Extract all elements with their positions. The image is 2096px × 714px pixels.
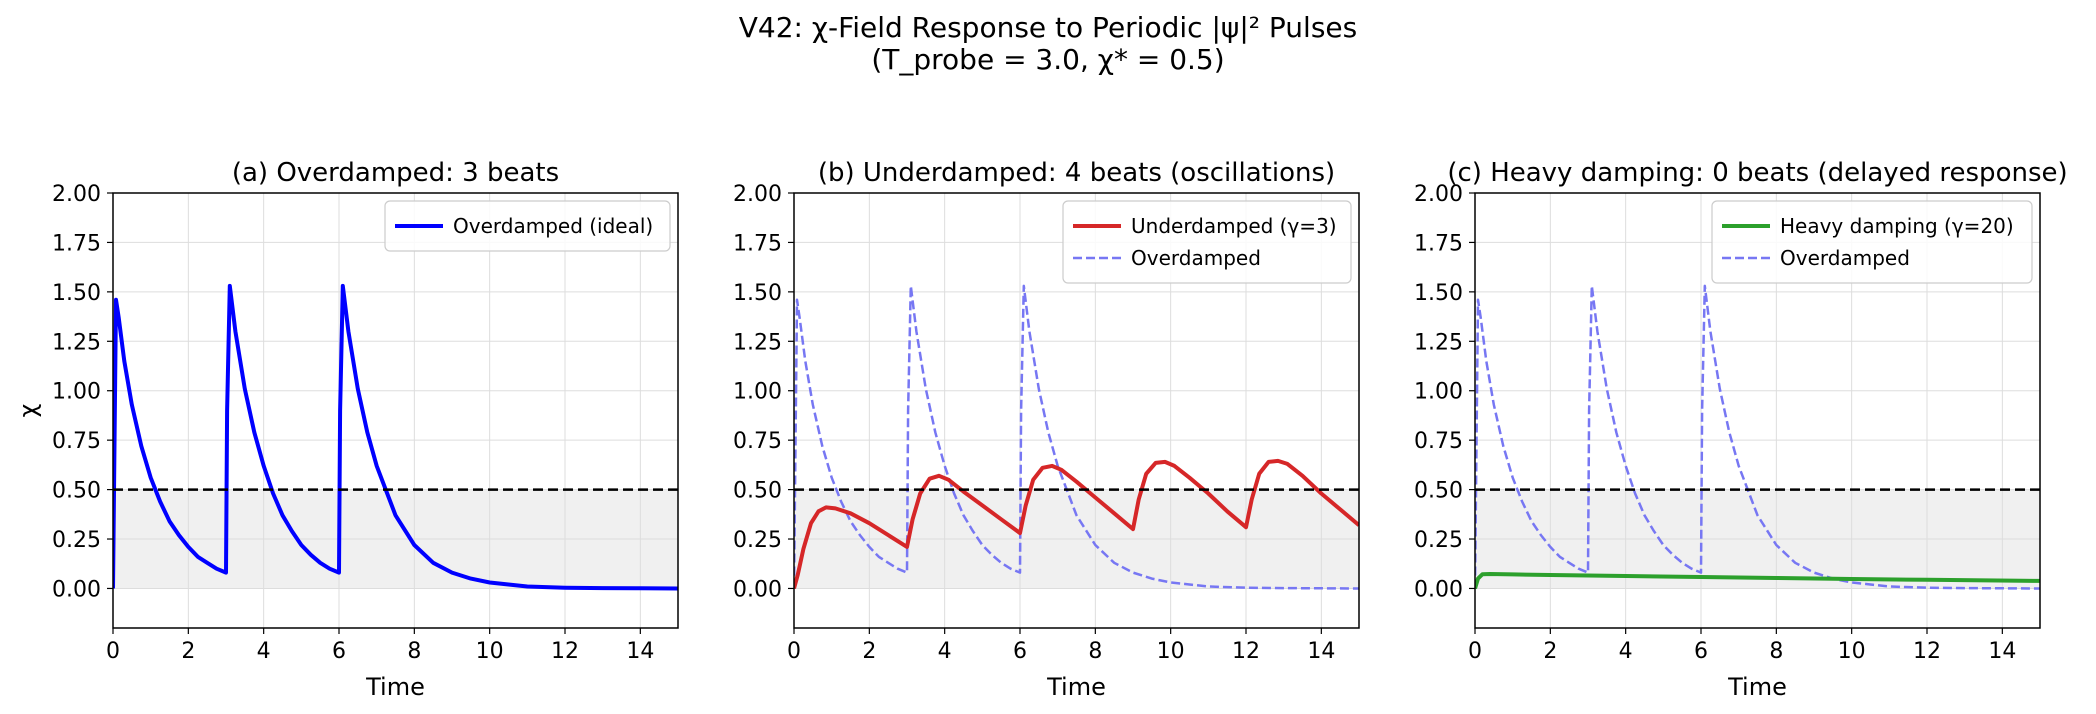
y-tick-label: 0.75 — [52, 429, 101, 454]
x-tick-label: 0 — [787, 639, 801, 664]
legend-box — [1062, 200, 1352, 284]
x-tick-label: 6 — [1694, 639, 1708, 664]
y-tick-label: 0.50 — [52, 479, 101, 504]
x-tick-label: 10 — [1838, 639, 1866, 664]
chart-title: (c) Heavy damping: 0 beats (delayed resp… — [1447, 158, 2067, 188]
y-tick-label: 0.00 — [733, 577, 782, 602]
y-tick-label: 1.00 — [52, 380, 101, 405]
y-tick-label: 1.50 — [52, 281, 101, 306]
chart-title: (b) Underdamped: 4 beats (oscillations) — [818, 158, 1335, 188]
axes-frame — [1474, 192, 2041, 629]
series-line-heavy-damping-20 — [1475, 572, 2040, 590]
axes-frame — [112, 192, 679, 629]
chart-panel-2: 0 2 4 6 8 10 12 14 0.00 0.25 0.50 0.75 1.00 1.25 1.50 1… — [733, 158, 1360, 701]
x-axis-label: Time — [365, 673, 425, 701]
series-line-overdamped — [794, 284, 1359, 590]
y-tick-label: 1.75 — [733, 231, 782, 256]
x-tick-label: 12 — [1232, 639, 1260, 664]
x-tick-label: 6 — [1013, 639, 1027, 664]
y-tick-label: 2.00 — [733, 182, 782, 207]
y-tick-label: 1.25 — [733, 330, 782, 355]
legend-label: Overdamped — [1131, 246, 1261, 270]
y-tick-label: 1.00 — [733, 380, 782, 405]
figure-subtitle: (T_probe = 3.0, χ* = 0.5) — [871, 43, 1225, 76]
x-tick-label: 10 — [476, 639, 504, 664]
legend-box — [384, 200, 671, 252]
x-tick-label: 14 — [626, 639, 654, 664]
y-tick-label: 1.25 — [52, 330, 101, 355]
y-tick-label: 0.25 — [733, 528, 782, 553]
x-tick-label: 2 — [862, 639, 876, 664]
x-tick-label: 0 — [1468, 639, 1482, 664]
y-tick-label: 1.00 — [1414, 380, 1463, 405]
y-tick-label: 1.75 — [1414, 231, 1463, 256]
x-tick-label: 2 — [181, 639, 195, 664]
y-axis-label: χ — [14, 403, 42, 417]
x-tick-label: 4 — [938, 639, 952, 664]
x-axis-label: Time — [1727, 673, 1787, 701]
x-tick-label: 8 — [1769, 639, 1783, 664]
y-tick-label: 0.75 — [1414, 429, 1463, 454]
series-line-overdamped — [1475, 284, 2040, 590]
x-tick-label: 2 — [1543, 639, 1557, 664]
y-tick-label: 0.25 — [1414, 528, 1463, 553]
x-tick-label: 8 — [407, 639, 421, 664]
figure-title: V42: χ-Field Response to Periodic |ψ|² P… — [738, 11, 1358, 44]
y-tick-label: 0.25 — [52, 528, 101, 553]
legend: Heavy damping (γ=20) Overdamped — [1711, 200, 2033, 284]
series-line-overdamped-ideal — [113, 283, 678, 591]
x-tick-label: 6 — [332, 639, 346, 664]
y-tick-label: 2.00 — [1414, 182, 1463, 207]
x-tick-label: 10 — [1157, 639, 1185, 664]
x-tick-label: 12 — [1913, 639, 1941, 664]
x-tick-label: 8 — [1088, 639, 1102, 664]
y-tick-label: 0.00 — [52, 577, 101, 602]
x-axis-label: Time — [1046, 673, 1106, 701]
chart-title: (a) Overdamped: 3 beats — [232, 158, 559, 188]
x-tick-label: 0 — [106, 639, 120, 664]
y-tick-label: 2.00 — [52, 182, 101, 207]
legend-label: Underdamped (γ=3) — [1131, 214, 1337, 238]
legend: Overdamped (ideal) — [384, 200, 671, 252]
x-tick-label: 12 — [551, 639, 579, 664]
y-tick-label: 0.00 — [1414, 577, 1463, 602]
y-tick-label: 1.50 — [1414, 281, 1463, 306]
x-tick-label: 14 — [1988, 639, 2016, 664]
y-tick-label: 1.75 — [52, 231, 101, 256]
y-tick-label: 1.50 — [733, 281, 782, 306]
x-tick-label: 4 — [257, 639, 271, 664]
x-tick-label: 14 — [1307, 639, 1335, 664]
chart-panel-1: 0 2 4 6 8 10 12 14 0.00 0.25 0.50 0.75 1.00 1.25 1.50 1… — [14, 158, 679, 701]
chart-panel-3: 0 2 4 6 8 10 12 14 0.00 0.25 0.50 0.75 1.00 1.25 1.50 1… — [1414, 158, 2068, 701]
x-tick-label: 4 — [1619, 639, 1633, 664]
y-tick-label: 0.50 — [1414, 479, 1463, 504]
y-tick-label: 0.75 — [733, 429, 782, 454]
y-tick-label: 0.50 — [733, 479, 782, 504]
y-tick-label: 1.25 — [1414, 330, 1463, 355]
legend-label: Heavy damping (γ=20) — [1780, 214, 2014, 238]
legend-label: Overdamped — [1780, 246, 1910, 270]
legend-box — [1711, 200, 2033, 284]
legend-label: Overdamped (ideal) — [453, 214, 653, 238]
series-line-underdamped-3 — [794, 458, 1359, 590]
legend: Underdamped (γ=3) Overdamped — [1062, 200, 1352, 284]
axes-frame — [793, 192, 1360, 629]
